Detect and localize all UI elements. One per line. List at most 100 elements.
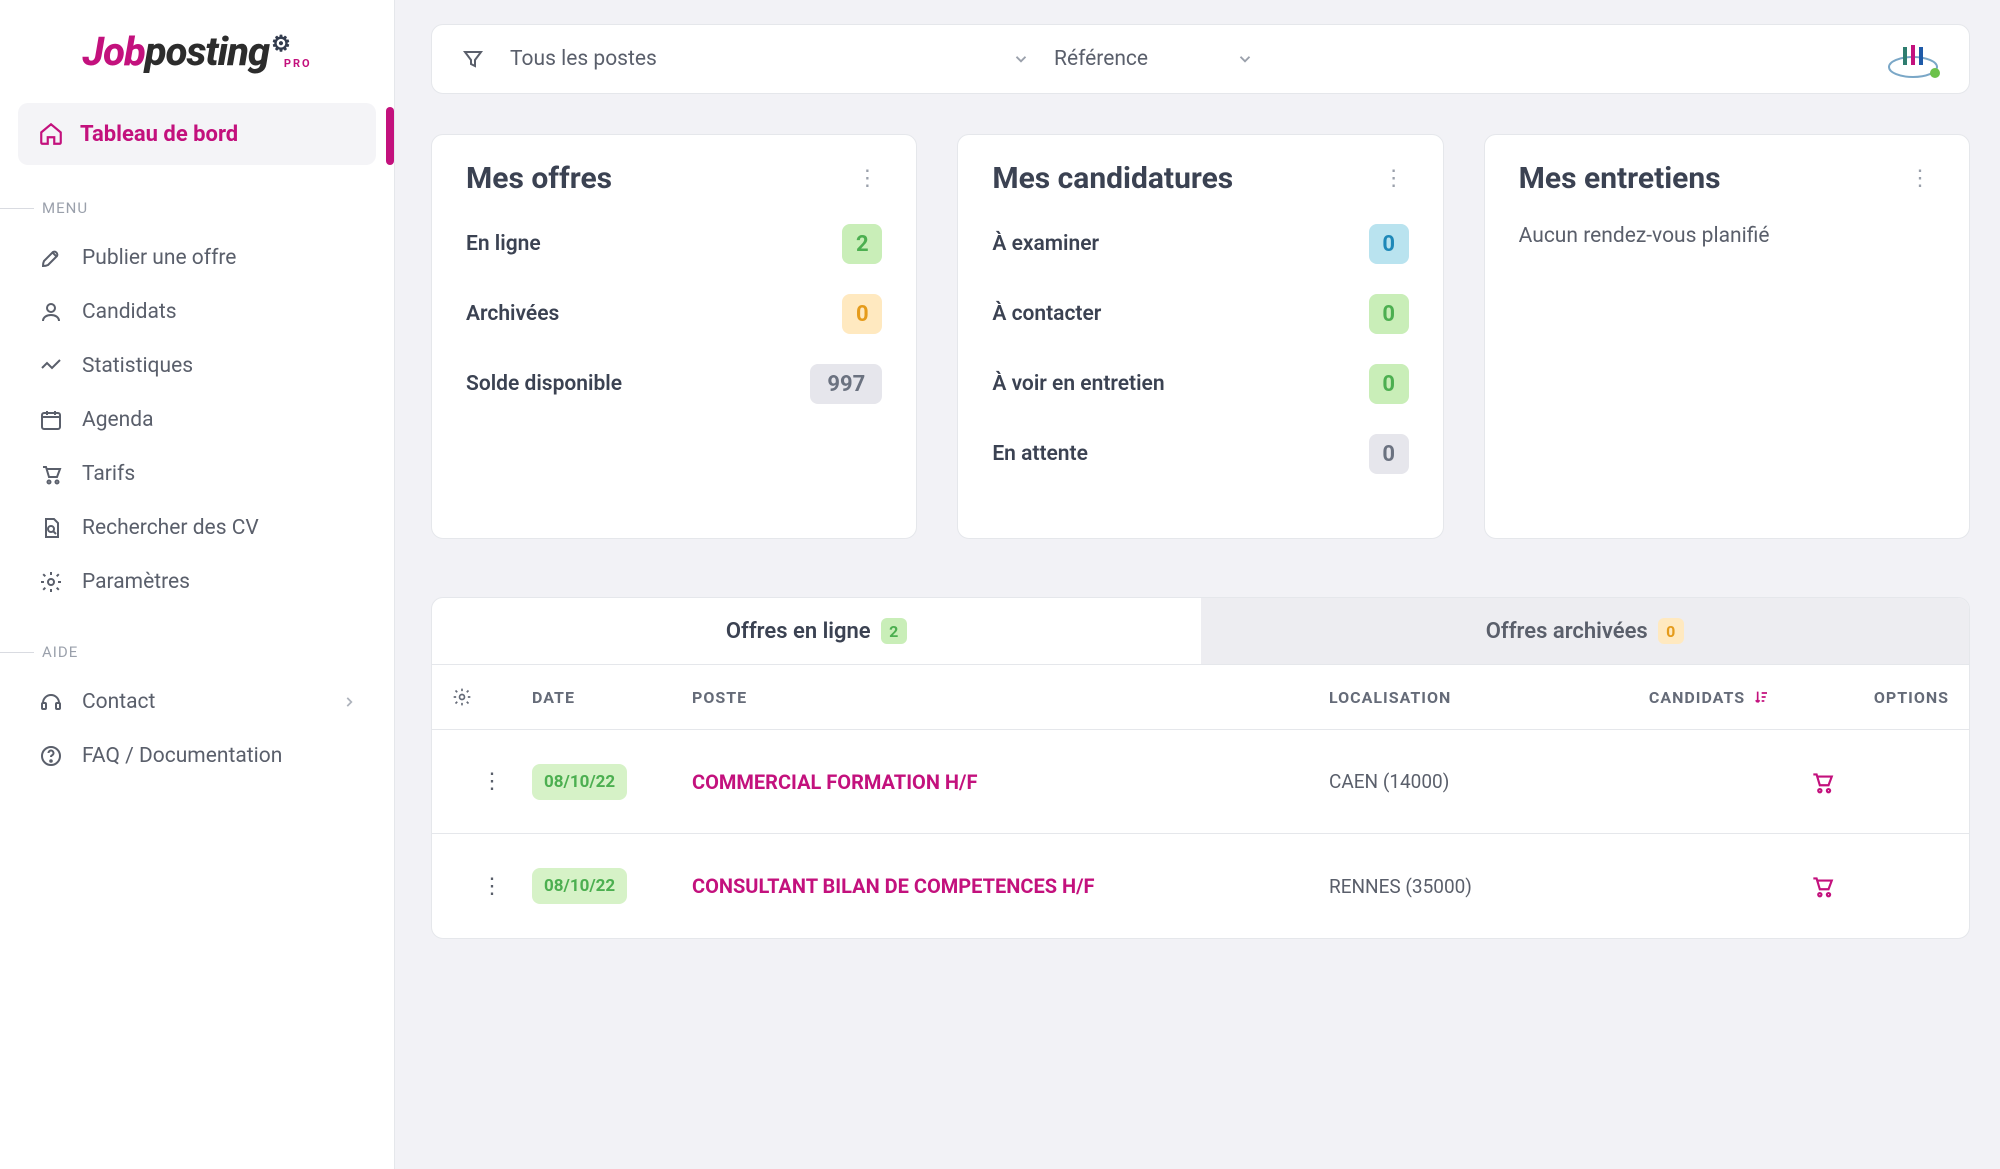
stat-value: 0 (842, 294, 882, 334)
sidebar-item-faq[interactable]: FAQ / Documentation (18, 729, 376, 783)
row-date: 08/10/22 (532, 764, 627, 800)
th-candidats-label: CANDIDATS (1649, 688, 1745, 707)
sidebar-item-label: Rechercher des CV (82, 516, 259, 540)
section-aide: AIDE (42, 643, 376, 661)
active-marker (386, 107, 394, 165)
filter-ref-label: Référence (1054, 47, 1148, 71)
sidebar-item-label: Tarifs (82, 462, 135, 486)
sidebar-item-contact[interactable]: Contact (18, 675, 376, 729)
stat-value: 0 (1369, 294, 1409, 334)
chart-icon (38, 353, 64, 379)
tab-label: Offres archivées (1486, 619, 1648, 644)
stat-pending[interactable]: En attente 0 (992, 434, 1408, 474)
sidebar-item-label: Candidats (82, 300, 177, 324)
th-localisation[interactable]: LOCALISATION (1329, 688, 1609, 707)
sidebar-item-dashboard[interactable]: Tableau de bord (18, 103, 376, 165)
card-menu-icon[interactable]: ⋮ (852, 162, 882, 195)
stat-label: En ligne (466, 232, 541, 256)
card-title: Mes entretiens (1519, 161, 1721, 196)
sidebar-item-settings[interactable]: Paramètres (18, 555, 376, 609)
home-icon (38, 121, 64, 147)
gear-icon: ⚙ (271, 32, 290, 57)
sidebar-item-candidates[interactable]: Candidats (18, 285, 376, 339)
chevron-down-icon (1236, 50, 1254, 68)
logo-posting: posting (145, 28, 269, 75)
stat-to-contact[interactable]: À contacter 0 (992, 294, 1408, 334)
stat-value: 0 (1369, 224, 1409, 264)
row-cart-icon[interactable] (1809, 873, 1949, 899)
chevron-down-icon (1012, 50, 1030, 68)
stat-label: Solde disponible (466, 372, 622, 396)
tab-label: Offres en ligne (726, 619, 871, 644)
rocket-icon (38, 245, 64, 271)
calendar-icon (38, 407, 64, 433)
filter-all-label: Tous les postes (510, 47, 657, 71)
sidebar: Jobposting⚙ PRO Tableau de bord MENU Pub… (0, 0, 395, 1169)
empty-state: Aucun rendez-vous planifié (1519, 224, 1935, 248)
sidebar-item-label: Statistiques (82, 354, 193, 378)
filter-reference[interactable]: Référence (1054, 47, 1254, 71)
filter-all-posts[interactable]: Tous les postes (510, 47, 1030, 71)
sidebar-item-pricing[interactable]: Tarifs (18, 447, 376, 501)
org-avatar[interactable] (1885, 39, 1941, 79)
help-icon (38, 743, 64, 769)
topbar: Tous les postes Référence (431, 24, 1970, 94)
stat-label: À examiner (992, 232, 1099, 256)
section-menu: MENU (42, 199, 376, 217)
row-menu-icon[interactable]: ⋮ (452, 874, 532, 899)
logo[interactable]: Jobposting⚙ PRO (18, 28, 376, 75)
tab-online[interactable]: Offres en ligne 2 (432, 598, 1201, 664)
cards-row: Mes offres ⋮ En ligne 2 Archivées 0 Sold… (431, 134, 1970, 539)
th-options: OPTIONS (1809, 688, 1949, 707)
card-title: Mes candidatures (992, 161, 1233, 196)
sidebar-item-label: Contact (82, 690, 155, 714)
stat-online[interactable]: En ligne 2 (466, 224, 882, 264)
th-poste[interactable]: POSTE (692, 688, 1329, 707)
sidebar-active-label: Tableau de bord (80, 122, 238, 147)
th-settings[interactable] (452, 687, 532, 707)
sort-icon (1753, 689, 1769, 705)
logo-pro: PRO (284, 57, 312, 70)
row-post-link[interactable]: COMMERCIAL FORMATION H/F (692, 770, 1329, 794)
stat-to-review[interactable]: À examiner 0 (992, 224, 1408, 264)
card-menu-icon[interactable]: ⋮ (1905, 162, 1935, 195)
tab-archived[interactable]: Offres archivées 0 (1201, 598, 1970, 664)
row-menu-icon[interactable]: ⋮ (452, 769, 532, 794)
stat-value: 0 (1369, 434, 1409, 474)
stat-value: 0 (1369, 364, 1409, 404)
user-icon (38, 299, 64, 325)
stat-label: Archivées (466, 302, 559, 326)
card-title: Mes offres (466, 161, 612, 196)
settings-icon (38, 569, 64, 595)
row-location: RENNES (35000) (1329, 875, 1609, 898)
sidebar-item-agenda[interactable]: Agenda (18, 393, 376, 447)
chevron-right-icon (342, 695, 356, 709)
sidebar-item-search-cv[interactable]: Rechercher des CV (18, 501, 376, 555)
sidebar-item-label: Publier une offre (82, 246, 236, 270)
th-candidats[interactable]: CANDIDATS (1609, 688, 1809, 707)
card-menu-icon[interactable]: ⋮ (1379, 162, 1409, 195)
tab-count: 0 (1658, 618, 1684, 644)
stat-value: 997 (810, 364, 882, 404)
filter-icon (460, 46, 486, 72)
offers-table: Offres en ligne 2 Offres archivées 0 DAT… (431, 597, 1970, 939)
tabs: Offres en ligne 2 Offres archivées 0 (432, 598, 1969, 664)
sidebar-item-stats[interactable]: Statistiques (18, 339, 376, 393)
stat-label: À contacter (992, 302, 1101, 326)
row-cart-icon[interactable] (1809, 769, 1949, 795)
logo-job: Job (82, 28, 144, 75)
stat-interview[interactable]: À voir en entretien 0 (992, 364, 1408, 404)
table-row: ⋮ 08/10/22 CONSULTANT BILAN DE COMPETENC… (432, 834, 1969, 938)
table-row: ⋮ 08/10/22 COMMERCIAL FORMATION H/F CAEN… (432, 730, 1969, 834)
table-header: DATE POSTE LOCALISATION CANDIDATS OPTION… (432, 664, 1969, 730)
card-offres: Mes offres ⋮ En ligne 2 Archivées 0 Sold… (431, 134, 917, 539)
stat-balance[interactable]: Solde disponible 997 (466, 364, 882, 404)
th-date[interactable]: DATE (532, 688, 692, 707)
row-post-link[interactable]: CONSULTANT BILAN DE COMPETENCES H/F (692, 874, 1329, 898)
card-entretiens: Mes entretiens ⋮ Aucun rendez-vous plani… (1484, 134, 1970, 539)
sidebar-item-publish[interactable]: Publier une offre (18, 231, 376, 285)
card-candidatures: Mes candidatures ⋮ À examiner 0 À contac… (957, 134, 1443, 539)
headset-icon (38, 689, 64, 715)
stat-archived[interactable]: Archivées 0 (466, 294, 882, 334)
sidebar-item-label: Agenda (82, 408, 154, 432)
